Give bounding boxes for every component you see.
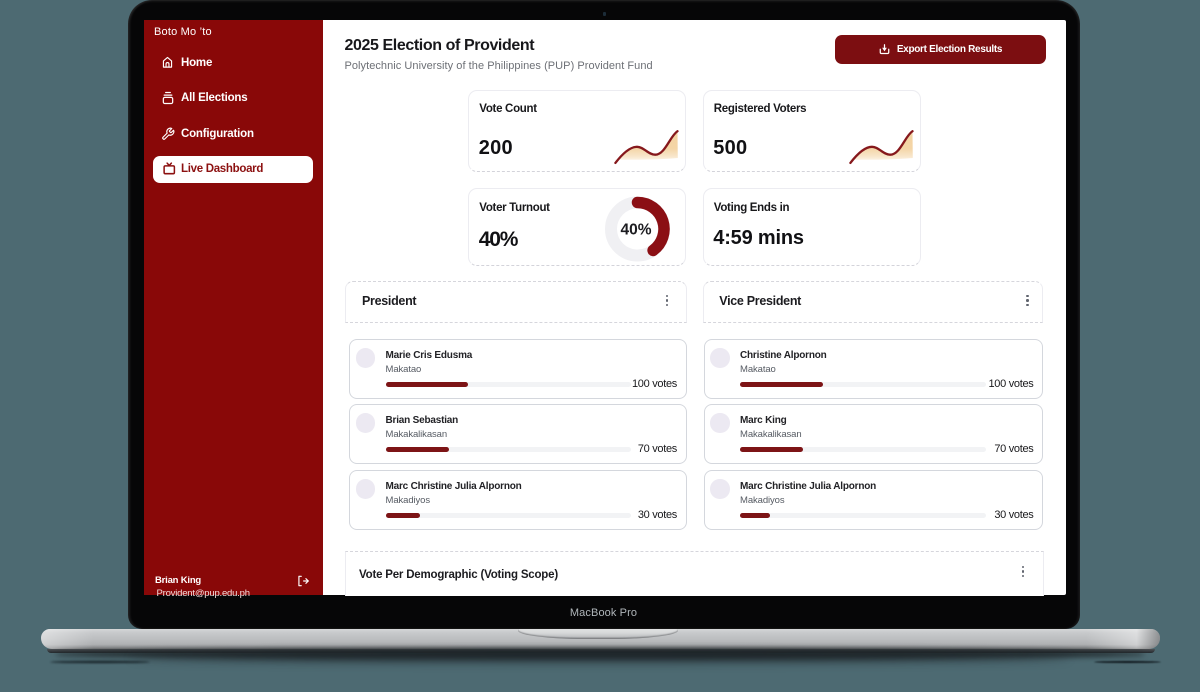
svg-text:40%: 40% (620, 222, 651, 239)
